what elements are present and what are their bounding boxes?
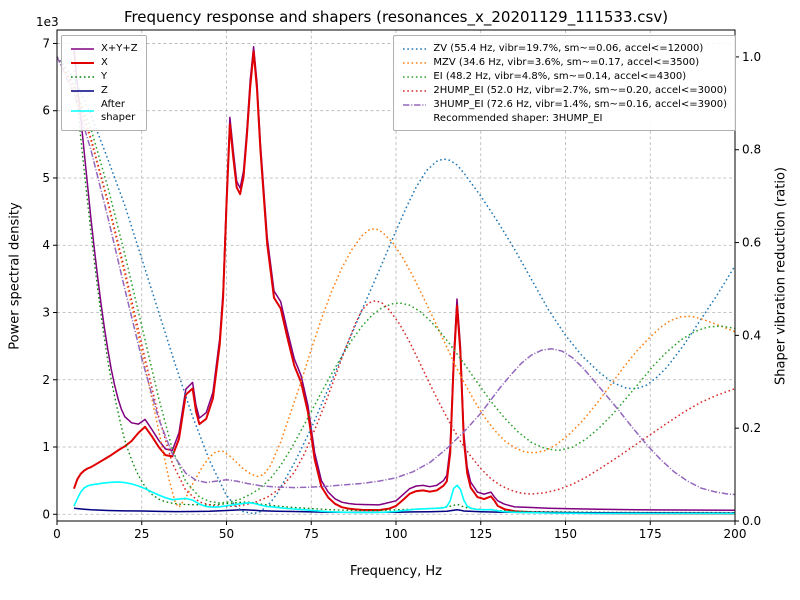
legend-label-x: X	[101, 57, 108, 68]
legend-item-x: X	[70, 56, 138, 69]
legend-line-sample-mzv	[403, 61, 427, 64]
legend-label-mzv: MZV (34.6 Hz, vibr=3.6%, sm~=0.17, accel…	[433, 57, 700, 68]
legend-line-sample-after	[71, 110, 94, 112]
legend-line-sample-z	[71, 89, 94, 92]
legend-item-mzv: MZV (34.6 Hz, vibr=3.6%, sm~=0.17, accel…	[402, 56, 727, 69]
legend-item-ei: EI (48.2 Hz, vibr=4.8%, sm~=0.14, accel<…	[402, 70, 727, 83]
legend-line-sample-hump3	[403, 103, 427, 106]
ticks	[53, 42, 739, 525]
x-tick-label: 25	[134, 527, 149, 541]
legend-label-after: After shaper	[101, 99, 136, 123]
legend-line-sample-hump2	[403, 89, 427, 92]
legend-item-sum: X+Y+Z	[70, 42, 138, 55]
legend-psd: X+Y+Z X Y Z After shaper	[61, 35, 147, 131]
y-right-tick-label: 1.0	[742, 50, 761, 64]
legend-item-z: Z	[70, 84, 138, 97]
series-y-line	[73, 70, 736, 514]
legend-label-hump2: 2HUMP_EI (52.0 Hz, vibr=2.7%, sm~=0.20, …	[433, 85, 727, 96]
series-z-line	[73, 507, 736, 514]
y-left-tick-label: 0	[42, 507, 50, 521]
y-right-tick-label: 0.8	[742, 143, 761, 157]
x-tick-label: 175	[639, 527, 662, 541]
legend-label-z: Z	[101, 85, 108, 96]
series-x-line	[73, 50, 736, 515]
legend-line-sample-sum	[71, 47, 94, 50]
legend-line-sample-ei	[403, 75, 427, 78]
legend-shapers-items: ZV (55.4 Hz, vibr=19.7%, sm~=0.06, accel…	[402, 42, 727, 111]
x-tick-label: 50	[219, 527, 234, 541]
y-left-tick-label: 3	[42, 305, 50, 319]
legend-item-zv: ZV (55.4 Hz, vibr=19.7%, sm~=0.06, accel…	[402, 42, 727, 55]
y-right-tick-label: 0.4	[742, 328, 761, 342]
legend-line-sample-x	[71, 61, 94, 64]
y-left-tick-label: 5	[42, 171, 50, 185]
legend-line-sample-y	[71, 75, 94, 78]
legend-shapers: ZV (55.4 Hz, vibr=19.7%, sm~=0.06, accel…	[393, 35, 736, 131]
y-left-tick-label: 7	[42, 36, 50, 50]
legend-item-after: After shaper	[70, 98, 138, 124]
series-mzv-line	[56, 56, 736, 508]
x-axis-label: Frequency, Hz	[349, 564, 443, 579]
tick-labels: 0 25 50 75 100 125 150 175 200 0 1 2 3 4 5 6 7 0.0 0.2 0.4 0…	[36, 15, 761, 541]
y-right-tick-label: 0.6	[742, 236, 761, 250]
y-left-offset-text: 1e3	[36, 15, 59, 29]
x-tick-label: 100	[385, 527, 408, 541]
legend-item-hump2: 2HUMP_EI (52.0 Hz, vibr=2.7%, sm~=0.20, …	[402, 84, 727, 97]
series-group	[56, 46, 736, 515]
y-left-tick-label: 6	[42, 104, 50, 118]
y-left-tick-label: 4	[42, 238, 50, 252]
x-tick-label: 200	[724, 527, 747, 541]
y-left-tick-label: 1	[42, 440, 50, 454]
x-tick-label: 75	[304, 527, 319, 541]
legend-item-hump3: 3HUMP_EI (72.6 Hz, vibr=1.4%, sm~=0.16, …	[402, 98, 727, 111]
chart-title: Frequency response and shapers (resonanc…	[123, 8, 669, 26]
legend-recommendation-note: Recommended shaper: 3HUMP_EI	[433, 113, 603, 124]
legend-label-y: Y	[101, 71, 108, 82]
y-left-tick-label: 2	[42, 373, 50, 387]
series-after-line	[73, 481, 736, 515]
legend-label-hump3: 3HUMP_EI (72.6 Hz, vibr=1.4%, sm~=0.16, …	[433, 99, 727, 110]
legend-label-ei: EI (48.2 Hz, vibr=4.8%, sm~=0.14, accel<…	[433, 71, 687, 82]
series-hump3-line	[56, 56, 736, 496]
legend-label-sum: X+Y+Z	[101, 43, 138, 54]
legend-label-zv: ZV (55.4 Hz, vibr=19.7%, sm~=0.06, accel…	[433, 43, 704, 54]
y-axis-label-right: Shaper vibration reduction (ratio)	[773, 167, 789, 385]
x-tick-label: 150	[554, 527, 577, 541]
y-right-tick-label: 0.0	[742, 514, 761, 528]
y-right-tick-label: 0.2	[742, 421, 761, 435]
legend-line-sample-zv	[403, 47, 427, 50]
x-tick-label: 0	[53, 527, 61, 541]
series-hump2-line	[56, 56, 736, 508]
legend-item-y: Y	[70, 70, 138, 83]
y-axis-label-left: Power spectral density	[7, 202, 23, 350]
x-tick-label: 125	[469, 527, 492, 541]
